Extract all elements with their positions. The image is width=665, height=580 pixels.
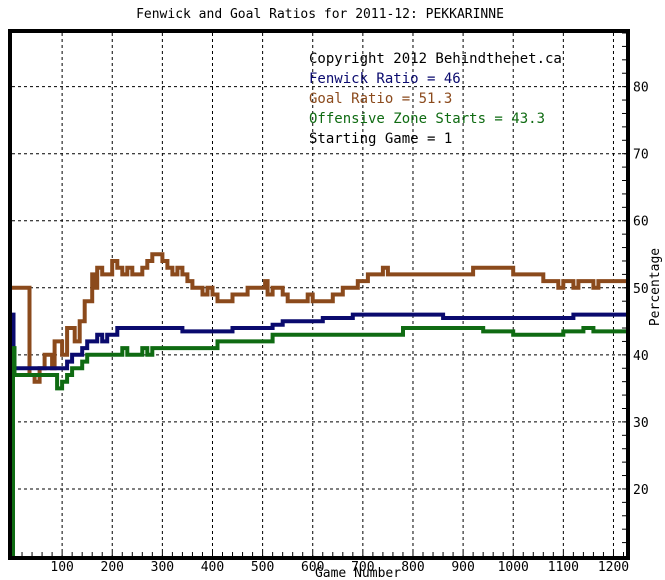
series-line-ozs <box>11 326 626 558</box>
x-tick-label: 500 <box>251 560 274 575</box>
series-line-fenwick <box>11 312 626 371</box>
legend-entry: Fenwick Ratio = 46 <box>309 71 461 87</box>
plot-frame <box>8 29 630 560</box>
x-axis-label: Game Number <box>315 566 401 580</box>
x-tick-label: 600 <box>301 560 324 575</box>
x-tick-label: 900 <box>451 560 474 575</box>
y-axis-ticks: 20 30 40 50 60 70 80 <box>633 81 649 498</box>
x-tick-label: 1000 <box>498 560 529 575</box>
y-tick-label: 80 <box>633 81 649 96</box>
legend-entry: Goal Ratio = 51.3 <box>309 91 452 107</box>
x-tick-label: 100 <box>50 560 73 575</box>
x-tick-label: 300 <box>151 560 174 575</box>
legend-entry: Starting Game = 1 <box>309 131 452 147</box>
x-tick-label: 1200 <box>598 560 629 575</box>
x-tick-label: 800 <box>401 560 424 575</box>
y-tick-label: 60 <box>633 215 649 230</box>
y-axis-label: Percentage <box>648 248 663 326</box>
y-tick-label: 40 <box>633 349 649 364</box>
legend: Copyright 2012 Behindthenet.ca Fenwick Ra… <box>309 51 562 147</box>
series-layer <box>11 252 626 558</box>
x-tick-label: 700 <box>351 560 374 575</box>
y-tick-label: 70 <box>633 148 649 163</box>
x-tick-label: 400 <box>201 560 224 575</box>
x-axis-ticks: 100 200 300 400 500 600 700 800 900 1000 1100 1200 <box>50 560 629 575</box>
legend-entry: Offensive Zone Starts = 43.3 <box>309 111 545 127</box>
series-line-goal <box>12 252 626 384</box>
y-tick-label: 30 <box>633 416 649 431</box>
legend-entry: Copyright 2012 Behindthenet.ca <box>309 51 562 67</box>
x-tick-label: 1100 <box>548 560 579 575</box>
y-tick-label: 50 <box>633 282 649 297</box>
y-tick-label: 20 <box>633 483 649 498</box>
chart-title: Fenwick and Goal Ratios for 2011-12: PEK… <box>136 7 504 22</box>
x-tick-label: 200 <box>101 560 124 575</box>
